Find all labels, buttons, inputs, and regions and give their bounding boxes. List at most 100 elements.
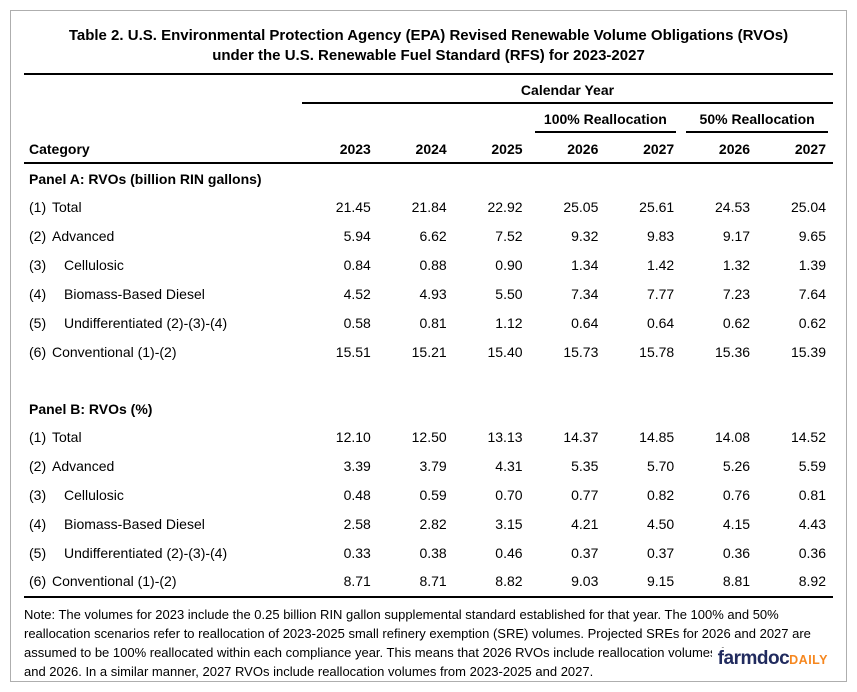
row-number: (5) bbox=[29, 545, 47, 561]
year-header: 2027 bbox=[605, 133, 682, 164]
value-cell: 15.73 bbox=[563, 344, 599, 360]
value-cell: 4.52 bbox=[343, 286, 371, 302]
value-cell: 5.50 bbox=[495, 286, 523, 302]
logo-daily-text: DAILY bbox=[789, 653, 828, 667]
value-cell: 14.08 bbox=[715, 429, 751, 445]
panel-header-row: Panel B: RVOs (%) bbox=[24, 393, 833, 423]
table-frame: Table 2. U.S. Environmental Protection A… bbox=[10, 10, 847, 682]
value-cell: 8.92 bbox=[757, 568, 833, 598]
table-row: (1) Total 12.10 12.50 13.13 14.37 14.85 14.08 14… bbox=[24, 423, 833, 452]
value-cell: 2.82 bbox=[419, 516, 447, 532]
value-cell: 9.03 bbox=[529, 568, 606, 598]
year-header: 2027 bbox=[757, 133, 833, 164]
table-row: (4) Biomass-Based Diesel 4.52 4.93 5.50 7.34 7… bbox=[24, 280, 833, 309]
value-cell: 15.51 bbox=[335, 344, 371, 360]
row-number: (2) bbox=[29, 228, 47, 244]
year-header: 2026 bbox=[681, 133, 758, 164]
panel-title: Panel A: RVOs (billion RIN gallons) bbox=[29, 171, 262, 187]
row-label: (4) Biomass-Based Diesel bbox=[24, 510, 302, 539]
logo-farmdoc-text: farmdoc bbox=[717, 648, 790, 669]
value-cell: 1.42 bbox=[646, 257, 675, 273]
row-label: (2) Advanced bbox=[24, 452, 302, 481]
value-cell: 21.84 bbox=[411, 199, 447, 215]
value-cell: 4.93 bbox=[419, 286, 447, 302]
realloc-100-header: 100% Reallocation bbox=[534, 111, 677, 133]
value-cell: 9.65 bbox=[798, 228, 826, 244]
category-header: Category bbox=[24, 133, 302, 164]
value-cell: 0.62 bbox=[798, 315, 826, 331]
row-label-text: Biomass-Based Diesel bbox=[64, 516, 205, 532]
value-cell: 14.37 bbox=[563, 429, 599, 445]
value-cell: 0.64 bbox=[571, 315, 599, 331]
value-cell: 24.53 bbox=[715, 199, 751, 215]
table-title-line2: under the U.S. Renewable Fuel Standard (… bbox=[212, 47, 645, 64]
value-cell: 5.70 bbox=[646, 458, 675, 474]
row-label: (6) Conventional (1)-(2) bbox=[24, 568, 302, 598]
row-label: (1) Total bbox=[24, 423, 302, 452]
value-cell: 2.58 bbox=[343, 516, 371, 532]
value-cell: 5.35 bbox=[571, 458, 599, 474]
value-cell: 9.32 bbox=[571, 228, 599, 244]
value-cell: 8.82 bbox=[453, 568, 530, 598]
value-cell: 25.05 bbox=[563, 199, 599, 215]
calendar-year-header: Calendar Year bbox=[302, 80, 833, 104]
value-cell: 3.15 bbox=[495, 516, 523, 532]
row-label: (1) Total bbox=[24, 193, 302, 222]
value-cell: 15.40 bbox=[487, 344, 523, 360]
spacer-cell bbox=[24, 367, 833, 393]
value-cell: 15.39 bbox=[790, 344, 826, 360]
value-cell: 0.88 bbox=[419, 257, 447, 273]
value-cell: 0.64 bbox=[646, 315, 675, 331]
value-cell: 0.38 bbox=[419, 545, 447, 561]
value-cell: 5.94 bbox=[343, 228, 371, 244]
value-cell: 0.81 bbox=[798, 487, 826, 503]
value-cell: 7.64 bbox=[798, 286, 826, 302]
value-cell: 9.17 bbox=[722, 228, 751, 244]
row-number: (6) bbox=[29, 344, 47, 360]
value-cell: 4.21 bbox=[571, 516, 599, 532]
value-cell: 1.12 bbox=[495, 315, 523, 331]
table-title: Table 2. U.S. Environmental Protection A… bbox=[24, 26, 833, 66]
value-cell: 0.76 bbox=[722, 487, 751, 503]
blank-cell bbox=[24, 80, 302, 103]
value-cell: 0.84 bbox=[343, 257, 371, 273]
value-cell: 9.83 bbox=[646, 228, 675, 244]
row-number: (5) bbox=[29, 315, 47, 331]
table-row: (2) Advanced 5.94 6.62 7.52 9.32 9.83 9.17 9.65 bbox=[24, 222, 833, 251]
table-body: Panel A: RVOs (billion RIN gallons) (1) To… bbox=[24, 163, 833, 598]
value-cell: 0.82 bbox=[646, 487, 675, 503]
value-cell: 25.61 bbox=[639, 199, 675, 215]
year-header: 2024 bbox=[377, 133, 454, 164]
value-cell: 9.15 bbox=[605, 568, 682, 598]
value-cell: 15.78 bbox=[639, 344, 675, 360]
header-row-calendar-year: Calendar Year bbox=[24, 80, 833, 104]
row-label-text: Cellulosic bbox=[64, 257, 124, 273]
table-row: (3) Cellulosic 0.48 0.59 0.70 0.77 0.82 0.76 0.8… bbox=[24, 481, 833, 510]
table-row: (6) Conventional (1)-(2) 8.71 8.71 8.82 9.03 9… bbox=[24, 568, 833, 598]
row-number: (4) bbox=[29, 516, 47, 532]
year-header: 2023 bbox=[302, 133, 378, 164]
row-label: (3) Cellulosic bbox=[24, 251, 302, 280]
value-cell: 5.59 bbox=[798, 458, 826, 474]
value-cell: 0.37 bbox=[571, 545, 599, 561]
value-cell: 7.77 bbox=[646, 286, 675, 302]
value-cell: 7.52 bbox=[495, 228, 523, 244]
table-row: (3) Cellulosic 0.84 0.88 0.90 1.34 1.42 1.32 1.3… bbox=[24, 251, 833, 280]
value-cell: 25.04 bbox=[790, 199, 826, 215]
row-label-text: Total bbox=[52, 199, 82, 215]
value-cell: 0.81 bbox=[419, 315, 447, 331]
table-row: (4) Biomass-Based Diesel 2.58 2.82 3.15 4.21 4… bbox=[24, 510, 833, 539]
value-cell: 7.23 bbox=[722, 286, 751, 302]
title-rule bbox=[24, 73, 833, 75]
value-cell: 21.45 bbox=[335, 199, 371, 215]
value-cell: 0.46 bbox=[495, 545, 523, 561]
header-row-reallocation: 100% Reallocation 50% Reallocation bbox=[24, 103, 833, 133]
row-label: (5) Undifferentiated (2)-(3)-(4) bbox=[24, 309, 302, 338]
value-cell: 8.81 bbox=[681, 568, 758, 598]
row-number: (1) bbox=[29, 429, 47, 445]
value-cell: 4.50 bbox=[646, 516, 675, 532]
value-cell: 0.90 bbox=[495, 257, 523, 273]
value-cell: 0.59 bbox=[419, 487, 447, 503]
value-cell: 0.36 bbox=[722, 545, 751, 561]
row-label-text: Advanced bbox=[52, 458, 115, 474]
